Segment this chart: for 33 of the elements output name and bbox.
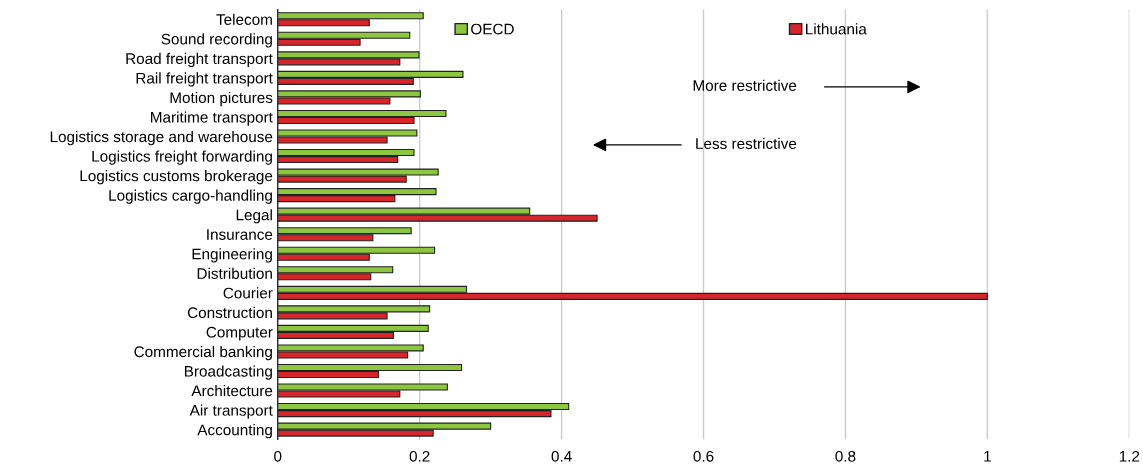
y-tick-label: Accounting <box>197 424 272 439</box>
y-tick-label: Courier <box>223 287 273 299</box>
y-tick-label: Legal <box>236 209 272 224</box>
legend-label: OECD <box>471 23 514 35</box>
y-tick-label: Rail freight transport <box>136 72 273 87</box>
annotation: More restrictive <box>693 79 797 91</box>
x-tick-label: 0.6 <box>693 450 714 462</box>
y-tick-label: Logistics storage and warehouse <box>50 130 273 146</box>
y-tick-label: Commercial banking <box>134 345 272 361</box>
y-tick-label: Computer <box>206 326 273 341</box>
y-tick-label: Logistics freight forwarding <box>92 150 272 165</box>
annotation: Less restrictive <box>696 137 797 150</box>
y-tick-label: Engineering <box>192 248 272 263</box>
x-tick-label: 1 <box>984 451 991 462</box>
y-tick-label: Logistics customs brokerage <box>80 170 273 185</box>
y-tick-label: Logistics cargo-handling <box>109 189 272 204</box>
y-tick-label: Air transport <box>189 404 273 419</box>
y-tick-label: Architecture <box>191 384 273 397</box>
y-tick-label: Broadcasting <box>184 365 272 380</box>
legend-label: Lithuania <box>806 23 867 35</box>
y-tick-label: Telecom <box>216 13 272 25</box>
y-tick-label: Insurance <box>207 229 273 240</box>
y-tick-label: Road freight transport <box>126 52 273 68</box>
x-tick-label: 0.4 <box>551 450 572 462</box>
x-tick-label: 1.2 <box>1119 450 1140 462</box>
y-tick-label: Sound recording <box>161 33 272 48</box>
x-tick-label: 0.2 <box>409 450 430 462</box>
y-tick-label: Distribution <box>197 267 272 279</box>
y-tick-label: Maritime transport <box>151 111 273 126</box>
y-tick-label: Construction <box>187 306 272 319</box>
x-tick-label: 0.8 <box>835 450 856 462</box>
y-tick-label: Motion pictures <box>170 91 273 107</box>
x-tick-label: 0 <box>274 450 282 462</box>
